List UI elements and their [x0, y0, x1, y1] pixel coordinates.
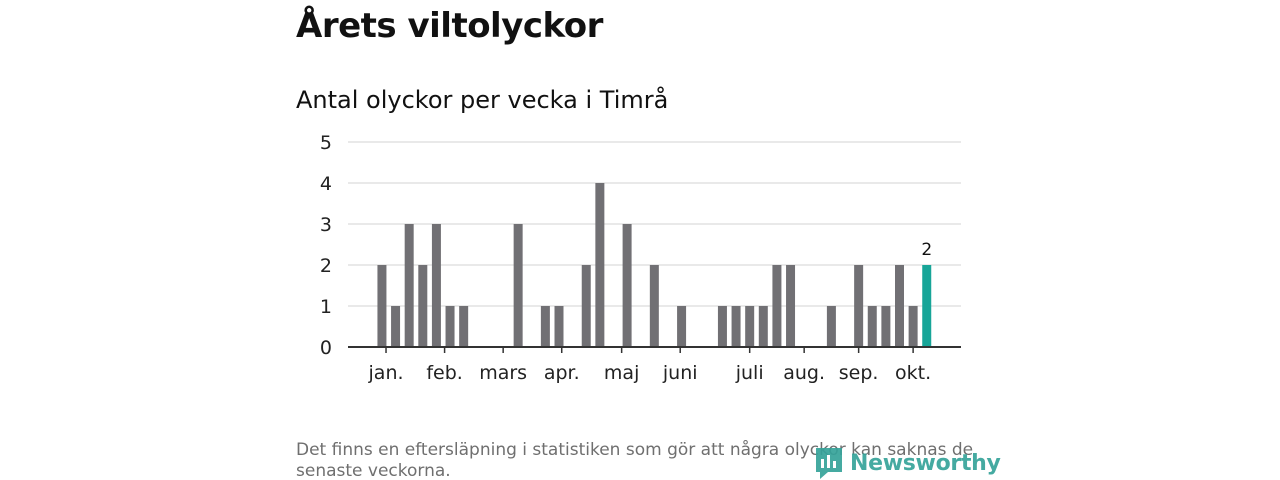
x-tick-label-1: feb.: [426, 362, 462, 384]
bar-week-23: [649, 265, 659, 347]
bar-week-7: [431, 224, 441, 347]
logo-text: Newsworthy: [850, 450, 1001, 476]
bar-week-28: [717, 306, 727, 347]
bar-week-33: [786, 265, 796, 347]
bar-week-25: [677, 306, 687, 347]
page-title: Årets viltolyckor: [296, 6, 603, 46]
x-tick-label-2: mars: [479, 362, 527, 384]
x-tick-label-0: jan.: [368, 362, 404, 384]
y-tick-label-2: 2: [320, 255, 332, 277]
y-tick-label-3: 3: [320, 214, 332, 236]
bar-week-3: [377, 265, 387, 347]
bar-week-42: [908, 306, 918, 347]
x-tick-label-9: okt.: [895, 362, 931, 384]
x-tick-label-5: juni: [662, 362, 698, 384]
x-tick-label-8: sep.: [839, 362, 879, 384]
bar-week-15: [540, 306, 550, 347]
bar-week-32: [772, 265, 782, 347]
newsworthy-logo: Newsworthy: [814, 446, 1001, 480]
bar-week-6: [418, 265, 428, 347]
y-tick-label-4: 4: [320, 173, 332, 195]
x-tick-label-6: juli: [735, 362, 764, 384]
y-tick-label-5: 5: [320, 132, 332, 154]
bar-week-40: [881, 306, 891, 347]
bar-week-4: [391, 306, 401, 347]
bar-week-19: [595, 183, 605, 347]
x-tick-label-7: aug.: [783, 362, 825, 384]
chart-title: Antal olyckor per vecka i Timrå: [296, 86, 669, 114]
bar-week-21: [622, 224, 632, 347]
bar-week-29: [731, 306, 741, 347]
bar-week-16: [554, 306, 564, 347]
bar-week-5: [404, 224, 414, 347]
highlight-bar-week-43: [922, 265, 932, 347]
bar-week-36: [826, 306, 836, 347]
bar-chart: 0 1 2 3 4 5 jan. feb. mars apr. maj juni juli aug. sep…: [320, 132, 961, 384]
bar-week-8: [445, 306, 455, 347]
newsworthy-chart-icon: [816, 448, 842, 479]
bar-week-38: [854, 265, 864, 347]
bar-week-39: [867, 306, 877, 347]
bar-week-41: [895, 265, 904, 347]
x-tick-label-3: apr.: [544, 362, 580, 384]
x-tick-label-4: maj: [604, 362, 639, 384]
footnote: Det finns en eftersläpning i statistiken…: [296, 440, 974, 480]
bar-week-18: [581, 265, 591, 347]
y-tick-label-0: 0: [320, 337, 332, 359]
bar-week-13: [513, 224, 523, 347]
bar-week-9: [459, 306, 469, 347]
bar-week-31: [758, 306, 768, 347]
bar-week-30: [745, 306, 755, 347]
y-tick-label-1: 1: [320, 296, 332, 318]
highlight-data-label: 2: [921, 240, 932, 260]
